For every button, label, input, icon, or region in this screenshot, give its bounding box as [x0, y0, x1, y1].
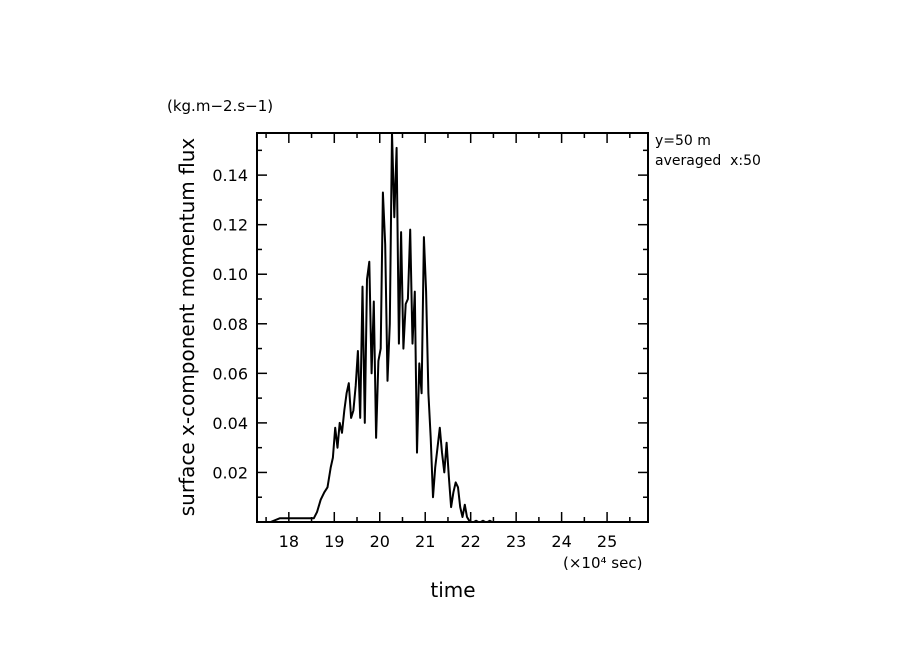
- x-tick-label: 21: [415, 532, 435, 551]
- x-tick-label: 25: [597, 532, 617, 551]
- y-tick-label: 0.06: [212, 364, 248, 383]
- y-axis-label: surface x-component momentum flux: [175, 138, 199, 517]
- y-tick-label: 0.02: [212, 463, 248, 482]
- y-tick-label: 0.10: [212, 265, 248, 284]
- x-tick-label: 24: [551, 532, 571, 551]
- y-tick-label: 0.12: [212, 216, 248, 235]
- plot-frame: [256, 132, 649, 523]
- x-tick-label: 19: [324, 532, 344, 551]
- tick-labels: 18 19 20 21 22 23 24 25 0.02 0.04 0.06 0.08 0.10 0.12…: [212, 166, 617, 551]
- y-tick-label: 0.04: [212, 414, 248, 433]
- x-axis-label: time: [430, 578, 475, 602]
- y-tick-label: 0.08: [212, 315, 248, 334]
- y-unit-label: (kg.m−2.s−1): [167, 97, 273, 115]
- x-tick-label: 20: [370, 532, 390, 551]
- x-unit-label: (×10⁴ sec): [563, 554, 642, 572]
- series-line: [257, 132, 648, 523]
- tick-marks: [257, 133, 648, 522]
- x-tick-label: 18: [279, 532, 299, 551]
- x-tick-label: 22: [461, 532, 481, 551]
- y-tick-label: 0.14: [212, 166, 248, 185]
- annotation-averaged: averaged x:50: [655, 153, 761, 169]
- annotation-position: y=50 m: [655, 133, 711, 149]
- x-tick-label: 23: [506, 532, 526, 551]
